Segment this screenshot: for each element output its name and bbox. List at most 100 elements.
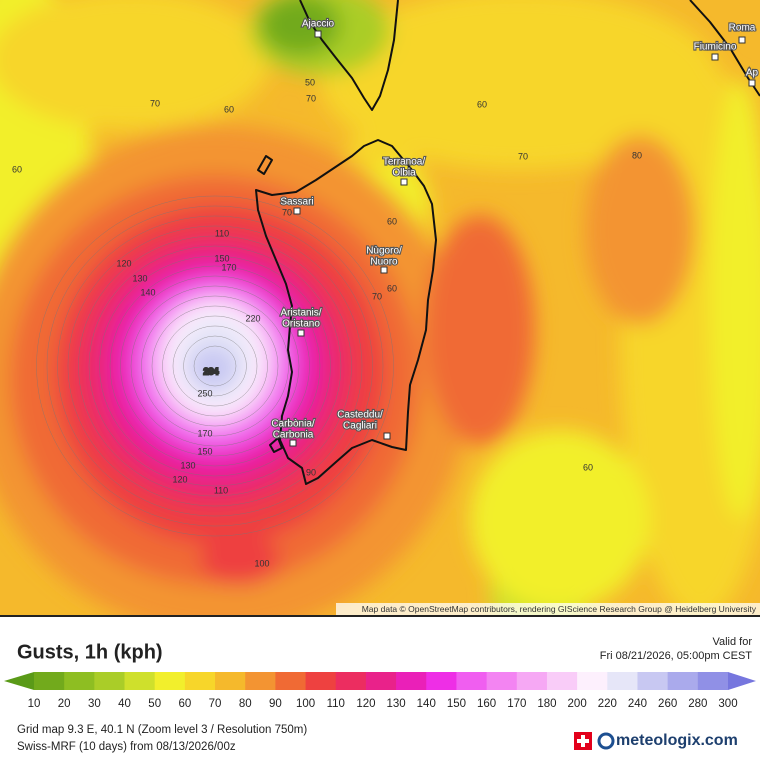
scale-swatch [64,672,95,690]
gust-area [470,430,650,610]
contour-label: 70 [150,98,160,108]
contour-label: 120 [116,258,131,268]
place-marker [293,207,301,215]
scale-label: 220 [598,698,617,710]
contour-label: 60 [387,283,397,293]
place-marker [711,53,719,61]
scale-label: 130 [386,698,405,710]
place-name: Ap [746,68,759,79]
contour-label: 110 [214,485,228,495]
scale-swatch [184,672,216,690]
scale-label: 140 [417,698,436,710]
place-marker [738,36,746,44]
place-name: Nùgoro/ [366,246,402,257]
place-name: Cagliari [343,421,377,432]
contour-line [120,275,310,457]
contour-label: 130 [132,273,147,283]
scale-label: 160 [477,698,496,710]
legend-title: Gusts, 1h (kph) [17,641,163,663]
contour-label: 110 [215,228,229,238]
brand: meteologix.com [616,732,738,749]
contour-line [172,325,258,407]
gust-area [200,535,280,585]
contour-line [57,215,373,517]
contour-line [109,265,321,467]
valid-time: Fri 08/21/2026, 05:00pm CEST [600,650,753,662]
place-name: Olbia [392,168,416,179]
place-marker [297,329,305,337]
contour-line [141,295,289,437]
scale-swatch [124,672,156,690]
scale-arrow [728,672,756,690]
flag-cross [577,739,589,743]
contour-label: 70 [372,291,382,301]
contour-line [46,205,384,527]
scale-label: 150 [447,698,466,710]
scale-swatch [245,672,276,690]
scale-swatch [396,672,427,690]
scale-label: 60 [178,698,191,710]
grid-info: Grid map 9.3 E, 40.1 N (Zoom level 3 / R… [17,724,307,736]
scale-swatch [215,672,246,690]
scale-swatch [305,672,337,690]
scale-label: 90 [269,698,282,710]
contour-line [99,255,331,477]
island-islet [269,437,283,453]
scale-swatch [667,672,699,690]
scale-label: 30 [88,698,101,710]
scale-label: 20 [58,698,71,710]
scale-label: 170 [507,698,526,710]
place-marker [383,432,391,440]
place-marker [289,439,297,447]
contour-label: 80 [632,150,642,160]
contour-line [67,225,363,507]
contour-label: 60 [12,164,22,174]
scale-swatch [607,672,638,690]
contour-label: 60 [387,216,397,226]
swiss-flag [574,732,592,750]
contour-label: 170 [197,428,212,438]
place-name: Roma [729,23,756,34]
contour-label: 170 [221,262,236,272]
sardinia-coast [255,139,437,485]
place-name: Aristanis/ [280,308,321,319]
contour-label: 60 [583,462,593,472]
gust-area [425,215,535,445]
contour-label: 100 [254,558,269,568]
contour-label: 50 [305,77,315,87]
contour-label: 150 [214,253,229,263]
contour-line [151,305,279,427]
contour-line [162,315,268,417]
scale-label: 100 [296,698,315,710]
scale-label: 10 [28,698,41,710]
gust-area [320,0,720,170]
scale-label: 110 [327,698,345,710]
gust-area [189,346,237,390]
place-name: Carbonia [273,430,314,441]
contour-label: 130 [180,460,195,470]
gust-area [710,80,760,520]
place-name: Ajaccio [302,19,335,30]
contour-label: 120 [172,474,187,484]
place-marker [748,79,756,87]
place-name: Sassari [280,197,313,208]
scale-swatch [577,672,608,690]
scale-arrow [4,672,34,690]
scale-label: 70 [209,698,222,710]
scale-swatch [456,672,488,690]
place-marker [380,266,388,274]
contour-label: 60 [477,99,487,109]
contour-line [183,335,247,397]
scale-swatch [335,672,367,690]
place-name: Carbònia/ [271,419,315,430]
contour-label: 140 [140,287,155,297]
scale-swatch [637,672,669,690]
contour-label: 284 [203,366,218,376]
gust-area [585,135,695,325]
contour-label: 70 [306,93,316,103]
contours [36,195,394,537]
island-islet [257,155,273,175]
scale-label: 300 [718,698,737,710]
